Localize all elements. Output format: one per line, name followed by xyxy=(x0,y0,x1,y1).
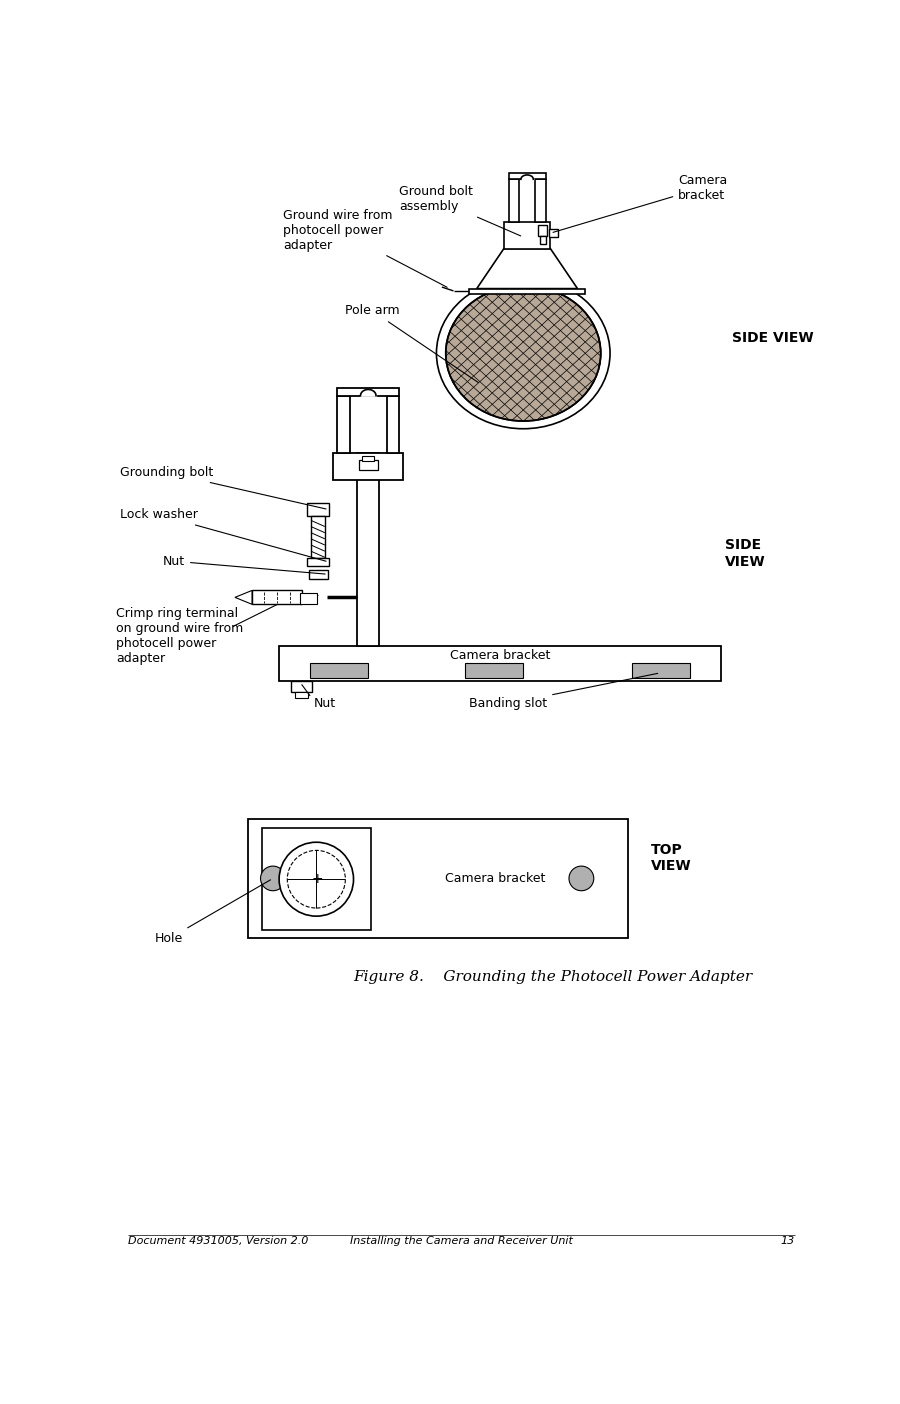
Bar xyxy=(279,646,721,681)
Text: Crimp ring terminal
on ground wire from
photocell power
adapter: Crimp ring terminal on ground wire from … xyxy=(116,608,244,665)
Bar xyxy=(262,828,371,929)
Bar xyxy=(291,681,312,692)
Bar xyxy=(338,388,400,396)
Text: Figure 8.    Grounding the Photocell Power Adapter: Figure 8. Grounding the Photocell Power … xyxy=(353,970,752,984)
Bar xyxy=(309,570,328,578)
Bar xyxy=(307,504,328,515)
Ellipse shape xyxy=(436,278,610,428)
Text: SIDE VIEW: SIDE VIEW xyxy=(733,331,814,345)
Bar xyxy=(252,591,302,604)
Text: TOP
VIEW: TOP VIEW xyxy=(651,842,692,873)
Bar xyxy=(310,515,325,559)
Bar xyxy=(504,222,551,249)
Text: SIDE
VIEW: SIDE VIEW xyxy=(724,538,765,569)
Bar xyxy=(508,173,545,180)
Bar xyxy=(357,453,379,646)
Text: Camera bracket: Camera bracket xyxy=(450,649,550,661)
Bar xyxy=(333,453,403,480)
Bar xyxy=(362,456,374,461)
Text: Lock washer: Lock washer xyxy=(121,508,326,562)
Text: Camera bracket: Camera bracket xyxy=(445,872,545,885)
Bar xyxy=(248,819,628,938)
Polygon shape xyxy=(477,249,578,289)
Text: Nut: Nut xyxy=(314,698,336,710)
Bar xyxy=(469,289,585,293)
Text: Banding slot: Banding slot xyxy=(469,674,658,710)
Bar xyxy=(300,592,317,604)
Circle shape xyxy=(260,866,285,890)
Text: Ground wire from
photocell power
adapter: Ground wire from photocell power adapter xyxy=(283,209,447,288)
Text: Pole arm: Pole arm xyxy=(345,305,478,382)
Text: +: + xyxy=(311,872,323,886)
Bar xyxy=(465,663,523,678)
Text: Installing the Camera and Receiver Unit: Installing the Camera and Receiver Unit xyxy=(350,1236,572,1247)
Polygon shape xyxy=(235,591,252,604)
Bar xyxy=(508,180,519,222)
Bar xyxy=(338,396,349,453)
Bar xyxy=(295,692,308,698)
Bar xyxy=(549,229,558,237)
Text: 13: 13 xyxy=(780,1236,795,1247)
Text: Hole: Hole xyxy=(155,880,271,945)
Text: Grounding bolt: Grounding bolt xyxy=(121,466,326,510)
Bar xyxy=(535,180,545,222)
Bar xyxy=(539,236,545,244)
Text: Document 4931005, Version 2.0: Document 4931005, Version 2.0 xyxy=(128,1236,309,1247)
Circle shape xyxy=(569,866,594,890)
Text: Camera
bracket: Camera bracket xyxy=(553,174,727,233)
Ellipse shape xyxy=(446,285,601,421)
Bar xyxy=(310,663,368,678)
Text: Nut: Nut xyxy=(163,555,325,574)
Bar xyxy=(307,559,328,566)
Text: Ground bolt
assembly: Ground bolt assembly xyxy=(400,185,521,236)
Circle shape xyxy=(279,842,354,917)
Bar xyxy=(387,396,400,453)
Bar xyxy=(632,663,690,678)
Bar xyxy=(359,459,378,470)
Bar xyxy=(538,226,547,236)
